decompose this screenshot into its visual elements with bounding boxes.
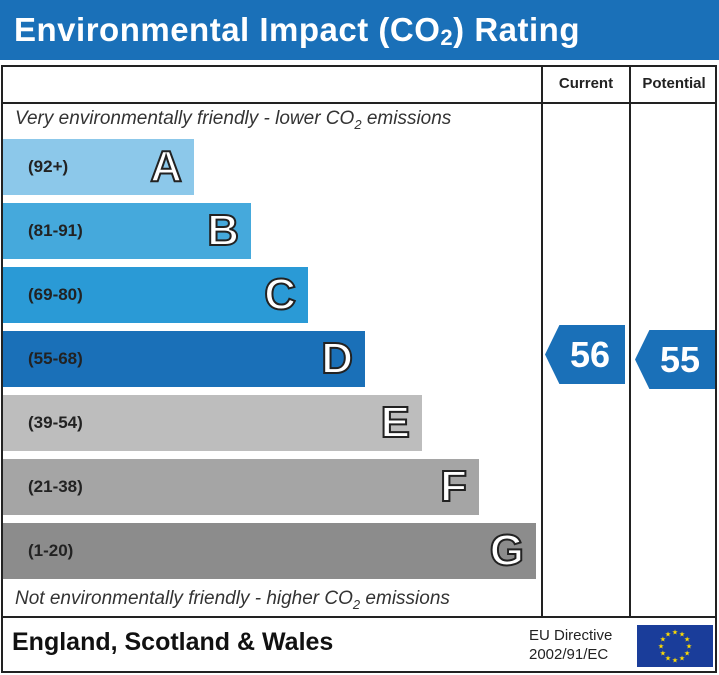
star-icon: ★ (660, 636, 666, 644)
band-f: (21-38) F (3, 459, 479, 515)
eu-line2: 2002/91/EC (529, 646, 609, 663)
title-text: Environmental Impact (CO (14, 11, 441, 48)
band-range: (69-80) (28, 285, 83, 304)
band-a: (92+) A (3, 139, 194, 195)
bottom-note: Not environmentally friendly - higher CO… (15, 588, 450, 612)
region-label: England, Scotland & Wales (12, 628, 334, 656)
band-letter: A (149, 141, 183, 192)
band-letter: E (380, 397, 411, 448)
band-d: (55-68) D (3, 331, 365, 387)
star-icon: ★ (672, 629, 678, 637)
top-note: Very environmentally friendly - lower CO… (15, 108, 451, 132)
current-rating-arrow: 56 (545, 325, 625, 384)
band-letter: G (489, 525, 525, 576)
note-sub: 2 (354, 116, 362, 132)
star-icon: ★ (665, 630, 671, 638)
star-icon: ★ (684, 650, 690, 658)
star-icon: ★ (679, 630, 685, 638)
band-g: (1-20) G (3, 523, 536, 579)
star-icon: ★ (665, 655, 671, 663)
potential-rating-arrow: 55 (635, 330, 715, 389)
star-icon: ★ (672, 657, 678, 665)
band-b: (81-91) B (3, 203, 251, 259)
star-icon: ★ (684, 636, 690, 644)
band-e: (39-54) E (3, 395, 422, 451)
band-range: (92+) (28, 157, 69, 176)
divider (629, 65, 631, 617)
star-icon: ★ (686, 643, 692, 651)
divider (1, 102, 717, 104)
note-sub: 2 (352, 596, 361, 612)
band-letter: B (206, 205, 240, 256)
chart-title: Environmental Impact (CO2) Rating (0, 0, 719, 60)
band-range: (1-20) (28, 541, 74, 560)
star-icon: ★ (660, 650, 666, 658)
note-text: Not environmentally friendly - higher CO (15, 588, 353, 609)
band-range: (55-68) (28, 349, 83, 368)
note-text: emissions (361, 108, 452, 129)
divider (541, 65, 543, 617)
star-icon: ★ (679, 655, 685, 663)
title-end: ) Rating (453, 11, 580, 48)
column-current-header: Current (558, 75, 614, 92)
note-text: emissions (360, 588, 450, 609)
column-potential-header: Potential (642, 75, 706, 92)
band-range: (81-91) (28, 221, 83, 240)
rating-frame (1, 65, 717, 673)
band-range: (39-54) (28, 413, 83, 432)
band-range: (21-38) (28, 477, 83, 496)
star-icon: ★ (658, 643, 664, 651)
eu-line1: EU Directive (529, 627, 613, 644)
band-letter: D (320, 333, 354, 384)
title-subscript: 2 (440, 25, 454, 50)
divider (1, 616, 717, 618)
eu-directive: EU Directive 2002/91/EC (529, 626, 612, 664)
eu-flag-icon: ★★★★★★★★★ ★ ★★ (637, 625, 713, 667)
band-c: (69-80) C (3, 267, 308, 323)
note-text: Very environmentally friendly - lower CO (15, 108, 355, 129)
band-letter: F (439, 461, 468, 512)
band-letter: C (263, 269, 297, 320)
